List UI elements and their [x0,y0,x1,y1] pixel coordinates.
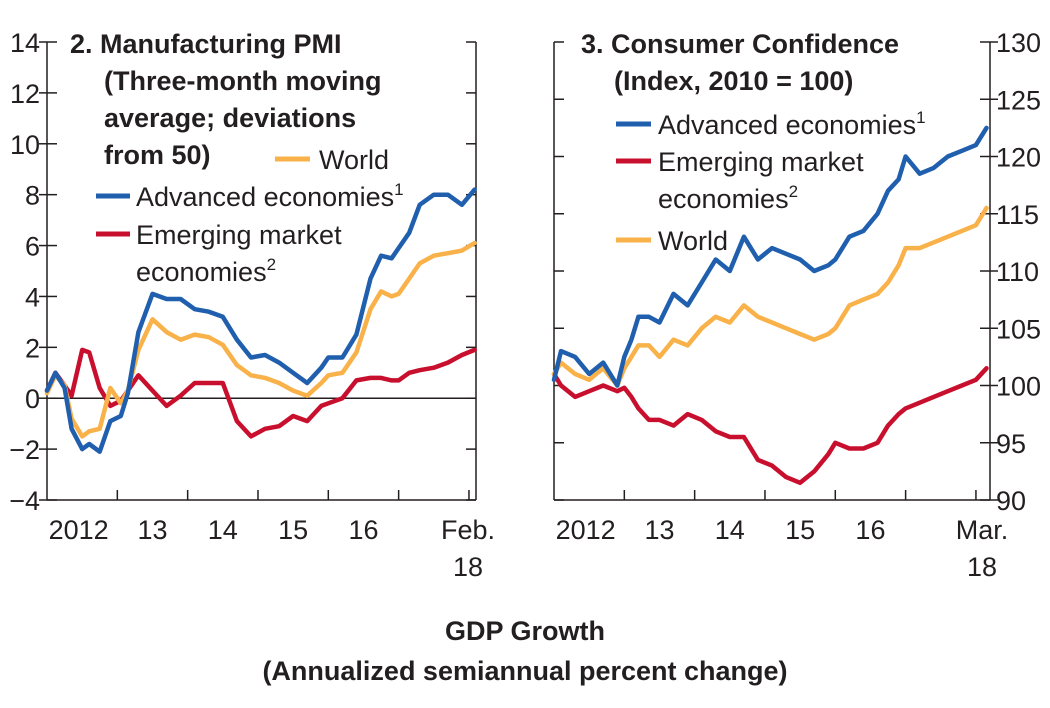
pmi-ytick-label: 2 [25,333,40,363]
confidence-ytick-label: 90 [996,486,1026,516]
confidence-legend-advanced-text: Advanced economies [658,110,916,140]
pmi-legend-advanced-sup: 1 [394,180,403,199]
pmi-xtick-label: 16 [348,515,378,545]
confidence-ytick-label: 95 [996,429,1026,459]
confidence-xtick-label: 15 [785,515,815,545]
pmi-xtick-label-2: 18 [453,552,483,582]
confidence-ytick-label: 110 [996,257,1039,287]
pmi-legend-world: World [275,145,389,175]
pmi-xtick-label: 2012 [49,515,109,545]
pmi-ytick-label: 4 [25,282,40,312]
confidence-legend-emerging: Emerging market economies2 [616,147,864,214]
confidence-series-emerging [551,366,989,486]
pmi-legend-emerging-label-2: economies2 [136,255,276,287]
confidence-legend: Advanced economies1 Emerging market econ… [616,108,926,256]
confidence-title: 3. Consumer Confidence (Index, 2010 = 10… [581,29,899,96]
pmi-panel: 2. Manufacturing PMI (Three-month moving… [9,28,495,582]
pmi-xtick-label: Feb. [441,515,495,545]
pmi-xtick-label: 15 [278,515,308,545]
pmi-legend: World Advanced economies1 Emerging marke… [96,145,404,287]
pmi-ytick-label: −4 [9,486,40,516]
pmi-series-world [44,240,477,439]
confidence-xtick-label: 13 [644,515,674,545]
confidence-legend-advanced-sup: 1 [916,108,925,127]
pmi-title-line-1: 2. Manufacturing PMI [70,29,342,59]
pmi-title-line-4: from 50) [104,140,211,170]
pmi-ytick-label: 0 [25,384,40,414]
confidence-xtick-label-2: 18 [967,552,997,582]
pmi-title-line-2: (Three-month moving [104,66,382,96]
confidence-ytick-label: 125 [996,85,1041,115]
pmi-title-line-3: average; deviations [104,103,356,133]
confidence-legend-emerging-sup: 2 [789,182,798,201]
confidence-series-world [551,205,989,388]
pmi-legend-emerging: Emerging market economies2 [96,220,342,287]
confidence-ytick-label: 115 [996,200,1039,230]
confidence-title-line-2: (Index, 2010 = 100) [614,66,853,96]
pmi-legend-emerging-text-2: economies [136,257,267,287]
pmi-xtick-label: 14 [208,515,238,545]
pmi-ytick-label: −2 [9,435,40,465]
confidence-panel: 3. Consumer Confidence (Index, 2010 = 10… [551,28,1041,582]
confidence-xtick-label: Mar. [956,515,1009,545]
pmi-legend-advanced-text: Advanced economies [136,182,394,212]
pmi-series-emerging [44,347,477,439]
confidence-ytick-label: 105 [996,314,1041,344]
footer-title: GDP Growth [445,616,605,646]
pmi-ytick-label: 8 [25,181,40,211]
pmi-ytick-label: 10 [10,130,40,160]
confidence-axes: 90 95 100 105 110 115 120 125 130 2012 13 14 15 16 Mar… [553,28,1041,582]
confidence-series-advanced [551,125,989,388]
confidence-legend-emerging-label: Emerging market [658,147,864,177]
confidence-legend-advanced: Advanced economies1 [616,108,926,140]
confidence-title-line-1: 3. Consumer Confidence [581,29,899,59]
confidence-xtick-label: 2012 [556,515,616,545]
confidence-legend-world-label: World [658,226,728,256]
pmi-title: 2. Manufacturing PMI (Three-month moving… [70,29,382,170]
confidence-xtick-label: 16 [855,515,885,545]
pmi-legend-world-label: World [319,145,389,175]
confidence-ytick-label: 130 [996,28,1041,58]
pmi-legend-emerging-label: Emerging market [136,220,342,250]
pmi-ytick-label: 12 [10,79,40,109]
confidence-ytick-label: 100 [996,372,1041,402]
confidence-legend-emerging-label-2: economies2 [658,182,798,214]
pmi-legend-advanced: Advanced economies1 [96,180,404,212]
confidence-xtick-label: 14 [715,515,745,545]
confidence-legend-emerging-text-2: economies [658,184,789,214]
pmi-legend-emerging-sup: 2 [267,255,276,274]
pmi-legend-advanced-label: Advanced economies1 [136,180,404,212]
pmi-ytick-label: 6 [25,232,40,262]
footer-subtitle: (Annualized semiannual percent change) [262,656,787,686]
pmi-ytick-label: 14 [10,28,40,58]
pmi-series-advanced [44,187,477,454]
confidence-ytick-label: 120 [996,143,1041,173]
confidence-legend-advanced-label: Advanced economies1 [658,108,926,140]
footer: GDP Growth (Annualized semiannual percen… [262,616,787,686]
confidence-legend-world: World [616,226,728,256]
pmi-xtick-label: 13 [137,515,167,545]
